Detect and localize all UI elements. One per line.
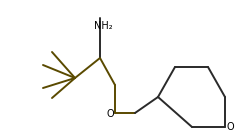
Text: O: O	[106, 109, 114, 119]
Text: O: O	[226, 122, 234, 132]
Text: NH₂: NH₂	[94, 21, 112, 31]
